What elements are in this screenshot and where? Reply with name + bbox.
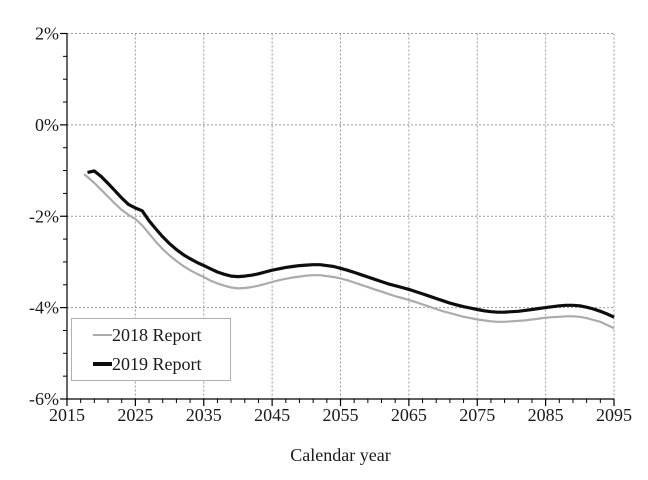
y-tick-label: -6% (29, 389, 59, 409)
legend-label-2018-report: 2018 Report (112, 325, 202, 345)
legend-item-2019-report: 2019 Report (93, 354, 230, 374)
y-tick-label: -4% (29, 298, 59, 318)
x-tick-label: 2045 (254, 405, 290, 425)
x-tick-label: 2085 (528, 405, 564, 425)
legend: 2018 Report 2019 Report (71, 318, 231, 381)
x-tick-label: 2075 (459, 405, 495, 425)
x-tick-label: 2095 (596, 405, 632, 425)
legend-label-2019-report: 2019 Report (112, 354, 202, 374)
x-tick-label: 2025 (117, 405, 153, 425)
series-line-2018-report (83, 173, 615, 330)
x-tick-label: 2035 (186, 405, 222, 425)
x-tick-label: 2055 (323, 405, 359, 425)
legend-item-2018-report: 2018 Report (93, 325, 230, 345)
x-axis-title: Calendar year (290, 445, 391, 465)
y-tick-label: 0% (35, 115, 59, 135)
y-tick-label: 2% (35, 24, 59, 44)
legend-swatch-2019-report (93, 362, 112, 366)
series-line-2019-report (87, 169, 615, 319)
x-tick-label: 2015 (49, 405, 85, 425)
y-tick-label: -2% (29, 206, 59, 226)
legend-swatch-2018-report (93, 333, 112, 337)
x-tick-label: 2065 (391, 405, 427, 425)
